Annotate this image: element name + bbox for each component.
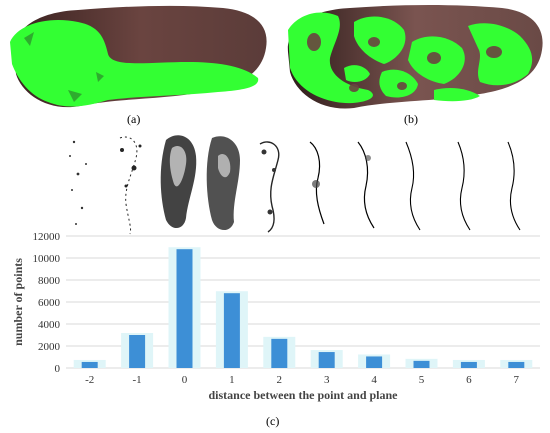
- slice-10: [507, 141, 521, 231]
- bar: [271, 338, 288, 368]
- bar: [366, 356, 383, 368]
- highlight-region-a: [10, 20, 259, 107]
- label-a: (a): [127, 112, 141, 126]
- bar: [413, 360, 430, 368]
- x-tick-label: -2: [85, 374, 94, 386]
- x-tick-label: 7: [514, 374, 520, 386]
- bar: [318, 352, 335, 368]
- bar: [81, 361, 98, 368]
- slice-4: [206, 136, 240, 231]
- slice-5: [259, 141, 280, 233]
- slice-1: [69, 140, 87, 225]
- label-b: (b): [404, 112, 418, 126]
- x-tick-label: 4: [371, 374, 377, 386]
- x-axis-title: distance between the point and plane: [208, 388, 398, 402]
- bar: [508, 361, 525, 368]
- y-tick-label: 2000: [38, 341, 61, 353]
- x-tick-label: 6: [466, 374, 472, 386]
- slice-strip: [69, 135, 521, 235]
- x-tick-label: -1: [133, 374, 142, 386]
- y-tick-label: 12000: [33, 231, 61, 243]
- slice-3: [160, 135, 197, 229]
- bar: [176, 249, 193, 368]
- y-tick-label: 4000: [38, 319, 61, 331]
- foot-scan-b: [287, 5, 543, 109]
- slice-6: [309, 141, 325, 225]
- y-axis-title: number of points: [11, 258, 25, 346]
- slice-2: [119, 136, 142, 235]
- y-tick-label: 8000: [38, 275, 61, 287]
- foot-scan-a: [10, 5, 267, 108]
- slice-9: [457, 141, 471, 231]
- y-tick-label: 0: [55, 363, 61, 375]
- x-tick-label: 5: [419, 374, 425, 386]
- bar: [129, 335, 146, 368]
- x-tick-label: 3: [324, 374, 330, 386]
- bar: [223, 293, 240, 368]
- slice-7: [357, 141, 375, 229]
- bar: [460, 361, 477, 368]
- y-tick-label: 6000: [38, 297, 61, 309]
- x-tick-label: 2: [277, 374, 283, 386]
- x-tick-label: 1: [229, 374, 235, 386]
- y-tick-label: 10000: [33, 253, 61, 265]
- label-c: (c): [266, 414, 280, 428]
- x-tick-label: 0: [182, 374, 188, 386]
- slice-8: [405, 141, 421, 231]
